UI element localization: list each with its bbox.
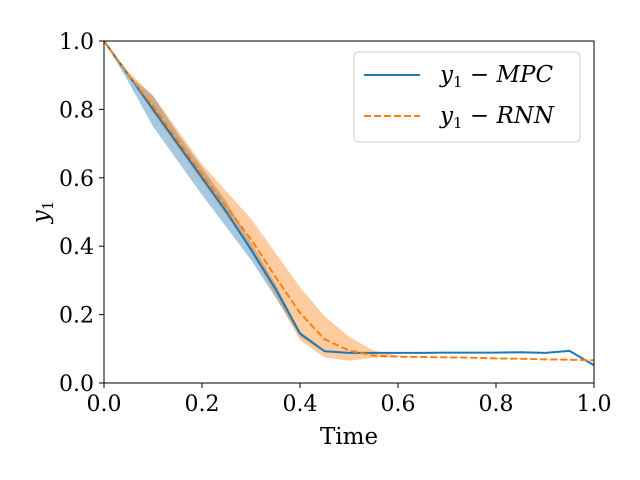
legend-label-rnn: y1 − RNN (439, 103, 555, 132)
x-tick-label: 0.4 (283, 392, 318, 417)
x-tick-label: 0.0 (87, 392, 122, 417)
x-axis-ticks: 0.0 0.2 0.4 0.6 0.8 1.0 (87, 383, 612, 417)
x-tick-label: 0.8 (479, 392, 514, 417)
legend: y1 − MPC y1 − RNN (353, 51, 581, 143)
y-tick-label: 0.0 (59, 372, 94, 397)
y-axis-label: y1 (28, 201, 57, 225)
y-tick-label: 1.0 (59, 30, 94, 55)
y-axis-ticks: 0.0 0.2 0.4 0.6 0.8 1.0 (59, 30, 104, 397)
y-tick-label: 0.2 (59, 304, 94, 329)
series-lines (103, 40, 595, 367)
x-tick-label: 0.2 (185, 392, 220, 417)
y-tick-label: 0.4 (59, 235, 94, 260)
x-tick-label: 1.0 (577, 392, 612, 417)
plot-frame (103, 40, 595, 384)
y-tick-label: 0.8 (59, 98, 94, 123)
series-line-y1-mpc (103, 40, 595, 367)
x-tick-label: 0.6 (381, 392, 416, 417)
series-line-y1-rnn (103, 40, 595, 362)
legend-label-mpc: y1 − MPC (439, 62, 553, 91)
x-axis-label: Time (320, 424, 378, 450)
y-tick-label: 0.6 (59, 167, 94, 192)
